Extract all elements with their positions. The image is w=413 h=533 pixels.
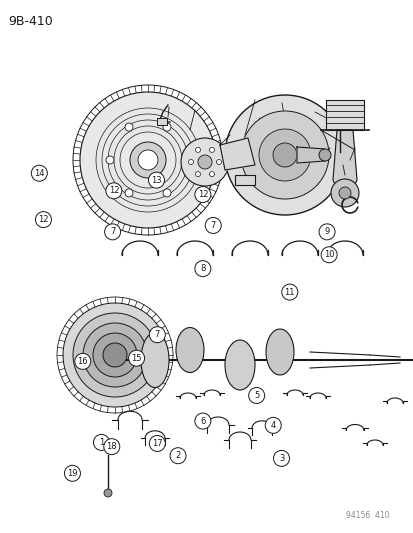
Text: 9: 9: [324, 228, 329, 236]
Circle shape: [149, 327, 165, 343]
Circle shape: [64, 465, 80, 481]
Circle shape: [205, 217, 221, 233]
Text: 2: 2: [175, 451, 180, 460]
Circle shape: [106, 156, 114, 164]
Ellipse shape: [224, 340, 254, 390]
FancyBboxPatch shape: [235, 175, 254, 185]
FancyBboxPatch shape: [325, 100, 363, 130]
Circle shape: [330, 179, 358, 207]
Text: 15: 15: [131, 354, 142, 362]
Circle shape: [197, 155, 211, 169]
Ellipse shape: [141, 333, 169, 387]
Text: 7: 7: [110, 228, 115, 236]
Circle shape: [149, 435, 165, 451]
Text: 7: 7: [154, 330, 159, 339]
Text: 16: 16: [77, 357, 88, 366]
Circle shape: [104, 439, 119, 455]
Polygon shape: [219, 138, 254, 170]
Text: 5: 5: [254, 391, 259, 400]
Circle shape: [130, 142, 166, 178]
Circle shape: [170, 448, 185, 464]
Circle shape: [259, 129, 310, 181]
Circle shape: [318, 149, 330, 161]
Text: 94156  410: 94156 410: [346, 511, 389, 520]
Circle shape: [125, 123, 133, 131]
Circle shape: [209, 148, 214, 152]
Text: 12: 12: [38, 215, 49, 224]
Circle shape: [195, 413, 210, 429]
FancyBboxPatch shape: [157, 118, 166, 125]
Ellipse shape: [266, 329, 293, 375]
Circle shape: [80, 92, 216, 228]
Circle shape: [240, 111, 328, 199]
Circle shape: [83, 323, 147, 387]
Circle shape: [195, 172, 200, 176]
Circle shape: [103, 343, 127, 367]
Circle shape: [195, 148, 200, 152]
Circle shape: [338, 187, 350, 199]
Circle shape: [195, 261, 210, 277]
Circle shape: [104, 489, 112, 497]
Circle shape: [272, 143, 296, 167]
Circle shape: [182, 156, 190, 164]
Text: 12: 12: [108, 187, 119, 195]
Text: 14: 14: [34, 169, 45, 177]
Circle shape: [63, 303, 166, 407]
Circle shape: [320, 247, 336, 263]
Circle shape: [73, 313, 157, 397]
Circle shape: [195, 187, 210, 203]
Text: 1: 1: [99, 438, 104, 447]
Text: 17: 17: [152, 439, 162, 448]
Circle shape: [106, 183, 121, 199]
Circle shape: [216, 159, 221, 165]
Circle shape: [93, 434, 109, 450]
Circle shape: [180, 138, 228, 186]
Circle shape: [93, 333, 137, 377]
Circle shape: [138, 150, 158, 170]
Text: 8: 8: [200, 264, 205, 273]
Circle shape: [273, 450, 289, 466]
Text: 13: 13: [151, 176, 161, 184]
Circle shape: [265, 417, 280, 433]
Circle shape: [36, 212, 51, 228]
Circle shape: [209, 172, 214, 176]
Circle shape: [163, 189, 171, 197]
Circle shape: [188, 159, 193, 165]
Circle shape: [128, 350, 144, 366]
Text: 12: 12: [197, 190, 208, 199]
Text: 18: 18: [106, 442, 117, 451]
Text: 6: 6: [200, 417, 205, 425]
Text: 10: 10: [323, 251, 334, 259]
Circle shape: [104, 224, 120, 240]
Text: 9B-410: 9B-410: [8, 15, 52, 28]
Circle shape: [281, 284, 297, 300]
Ellipse shape: [176, 327, 204, 373]
Polygon shape: [296, 147, 324, 163]
Text: 7: 7: [210, 221, 215, 230]
Circle shape: [148, 172, 164, 188]
Circle shape: [75, 353, 90, 369]
Text: 19: 19: [67, 469, 78, 478]
Circle shape: [31, 165, 47, 181]
Text: 3: 3: [278, 454, 283, 463]
Polygon shape: [332, 130, 356, 193]
Circle shape: [318, 224, 334, 240]
Text: 4: 4: [270, 421, 275, 430]
Text: 11: 11: [284, 288, 294, 296]
Circle shape: [224, 95, 344, 215]
Circle shape: [248, 387, 264, 403]
Circle shape: [163, 123, 171, 131]
Circle shape: [125, 189, 133, 197]
